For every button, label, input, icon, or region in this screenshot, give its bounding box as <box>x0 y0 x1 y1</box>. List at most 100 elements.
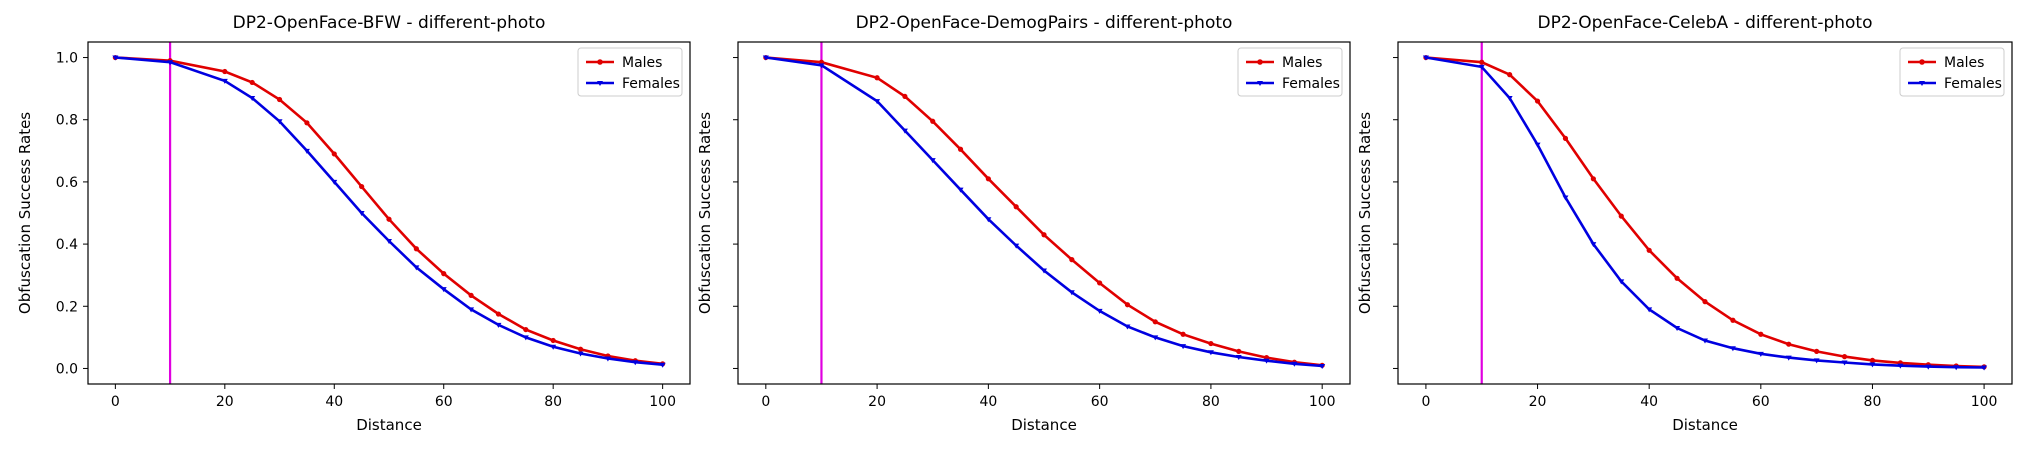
x-tick-label: 60 <box>435 394 453 410</box>
x-tick-label: 0 <box>1421 394 1430 410</box>
data-point <box>1729 346 1736 352</box>
y-tick-label: 1.0 <box>56 51 78 67</box>
data-point <box>221 78 228 84</box>
data-point <box>1235 354 1242 360</box>
data-point <box>1263 358 1270 364</box>
data-point <box>1534 98 1541 104</box>
x-tick-label: 20 <box>216 394 234 410</box>
series-line <box>1425 56 1985 369</box>
data-point <box>1869 362 1876 368</box>
data-point <box>167 60 174 66</box>
x-tick-label: 60 <box>1752 394 1770 410</box>
series-females <box>1422 55 1988 371</box>
data-point <box>604 356 611 362</box>
data-point <box>1953 365 1960 371</box>
data-point <box>957 187 964 193</box>
data-point <box>1925 364 1932 370</box>
data-point <box>1869 357 1876 363</box>
data-point <box>1124 302 1131 308</box>
x-tick-label: 20 <box>868 394 886 410</box>
x-tick-label: 100 <box>649 394 676 410</box>
data-point <box>386 238 392 244</box>
data-point <box>550 344 557 350</box>
legend-label: Males <box>1282 55 1322 71</box>
data-point <box>495 322 502 328</box>
data-point <box>874 75 880 81</box>
data-point <box>901 128 908 134</box>
x-tick-label: 80 <box>1864 394 1882 410</box>
data-point <box>1041 232 1047 238</box>
legend-swatch-marker <box>597 81 603 86</box>
series-line <box>765 56 1323 368</box>
data-point <box>1124 324 1131 330</box>
data-point <box>659 362 666 368</box>
data-point <box>440 287 447 293</box>
x-tick-label: 60 <box>1091 394 1109 410</box>
data-point <box>331 179 338 185</box>
data-point <box>1758 331 1764 337</box>
data-point <box>550 337 556 344</box>
data-point <box>386 216 392 222</box>
data-point <box>1562 195 1569 201</box>
data-point <box>249 79 255 86</box>
data-point <box>1702 299 1708 305</box>
data-point <box>112 55 119 61</box>
data-point <box>1786 341 1792 347</box>
series-females <box>762 55 1326 369</box>
data-point <box>1562 135 1569 141</box>
data-point <box>929 158 936 164</box>
series-females <box>112 55 666 368</box>
data-point <box>874 99 881 105</box>
x-tick-label: 80 <box>544 394 562 410</box>
legend-label: Females <box>1282 76 1340 92</box>
data-point <box>359 183 365 190</box>
data-point <box>441 271 447 277</box>
data-point <box>1646 247 1652 253</box>
data-point <box>1730 317 1736 323</box>
series-line <box>765 56 1323 367</box>
data-point <box>985 217 992 223</box>
series-males <box>1423 54 1987 370</box>
x-tick-label: 40 <box>1640 394 1658 410</box>
legend-label: Males <box>1944 55 1984 71</box>
plot-frame <box>1397 41 2013 385</box>
data-point <box>1152 335 1159 341</box>
data-point <box>1646 307 1653 313</box>
data-point <box>1813 358 1820 364</box>
data-point <box>331 151 337 157</box>
data-point <box>1180 344 1187 350</box>
data-point <box>1291 361 1298 367</box>
data-point <box>1479 59 1485 65</box>
data-point <box>413 265 420 271</box>
series-males <box>112 54 666 367</box>
y-tick-label: 0.4 <box>56 237 78 253</box>
data-point <box>249 95 256 101</box>
data-point <box>1069 257 1075 263</box>
chart-title: DP2-OpenFace-BFW - different-photo <box>233 13 546 33</box>
data-point <box>1757 351 1764 357</box>
data-point <box>818 63 825 69</box>
data-point <box>303 148 310 154</box>
data-point <box>632 360 639 366</box>
data-point <box>523 326 529 333</box>
x-tick-label: 20 <box>1529 394 1547 410</box>
data-point <box>1897 363 1904 369</box>
legend: Males Females <box>577 47 683 97</box>
data-point <box>1507 72 1513 78</box>
data-point <box>413 246 419 252</box>
data-point <box>1590 176 1596 182</box>
data-point <box>495 311 502 317</box>
y-tick-label: 0.6 <box>56 175 78 191</box>
y-tick-label: 0.0 <box>56 361 78 377</box>
data-point <box>902 93 908 100</box>
x-tick-label: 40 <box>979 394 997 410</box>
data-point <box>957 146 964 152</box>
data-point <box>1981 365 1988 371</box>
data-point <box>1785 355 1792 361</box>
data-point <box>1319 363 1326 369</box>
chart-panel-2: DP2-OpenFace-DemogPairs - different-phot… <box>696 13 1351 434</box>
data-point <box>1013 204 1019 210</box>
y-tick-label: 0.8 <box>56 113 78 129</box>
series-line <box>1425 56 1985 369</box>
